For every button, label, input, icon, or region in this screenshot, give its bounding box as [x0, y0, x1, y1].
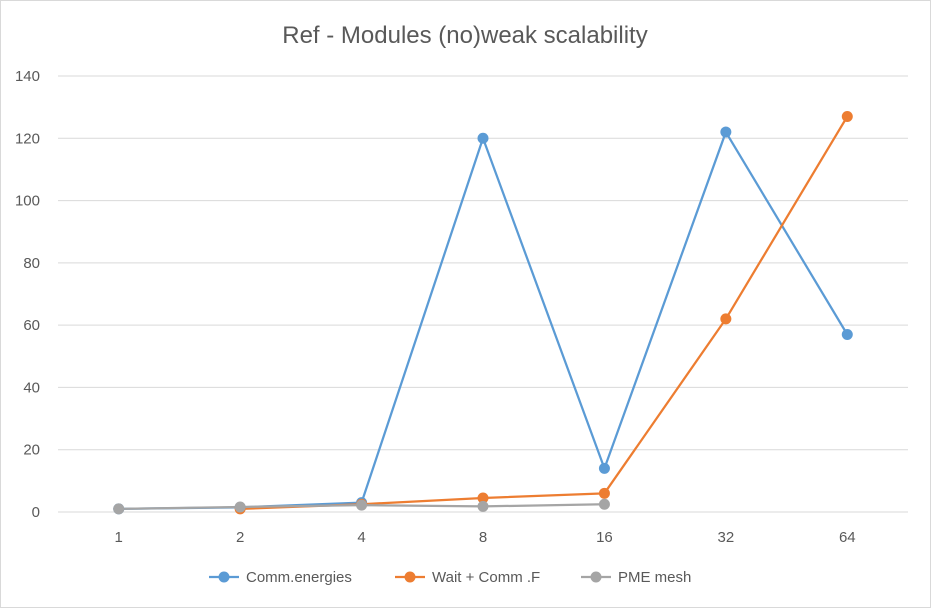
- legend-item-0: Comm.energies: [209, 569, 352, 586]
- y-tick-label: 120: [15, 130, 40, 147]
- x-tick-label: 16: [596, 529, 613, 546]
- data-point-series-0: [841, 328, 853, 340]
- legend-marker-swatch: [404, 571, 416, 583]
- y-tick-label: 40: [23, 379, 40, 396]
- legend: Comm.energies Wait + Comm .F PME mesh: [209, 569, 691, 586]
- x-tick-label: 1: [115, 529, 123, 546]
- data-point-series-0: [477, 132, 489, 144]
- legend-item-2: PME mesh: [581, 569, 691, 586]
- data-point-series-0: [720, 126, 732, 138]
- y-tick-label: 60: [23, 317, 40, 334]
- y-tick-label: 0: [32, 504, 40, 521]
- legend-item-1: Wait + Comm .F: [395, 569, 540, 586]
- legend-marker-swatch: [590, 571, 602, 583]
- data-point-series-2: [477, 500, 489, 512]
- legend-label: PME mesh: [618, 569, 691, 586]
- data-point-series-1: [841, 110, 853, 122]
- x-tick-label: 32: [718, 529, 735, 546]
- data-point-series-1: [720, 313, 732, 325]
- x-tick-label: 4: [357, 529, 365, 546]
- y-tick-label: 20: [23, 442, 40, 459]
- data-point-series-0: [598, 462, 610, 474]
- data-point-series-2: [234, 501, 246, 513]
- x-axis-tick-labels: 1 2 4 8 16 32 64: [115, 529, 856, 546]
- data-point-series-1: [477, 492, 489, 504]
- x-tick-label: 8: [479, 529, 487, 546]
- data-point-series-2: [356, 499, 368, 511]
- y-tick-label: 140: [15, 68, 40, 85]
- data-point-series-1: [598, 487, 610, 499]
- y-axis-tick-labels: 0 20 40 60 80 100 120 140: [15, 68, 40, 521]
- legend-label: Wait + Comm .F: [432, 569, 540, 586]
- gridlines: [58, 75, 908, 513]
- x-tick-label: 64: [839, 529, 856, 546]
- y-tick-label: 100: [15, 193, 40, 210]
- chart-title: Ref - Modules (no)weak scalability: [282, 22, 647, 49]
- data-point-series-2: [598, 498, 610, 510]
- data-point-series-2: [113, 503, 125, 515]
- y-tick-label: 80: [23, 255, 40, 272]
- x-tick-label: 2: [236, 529, 244, 546]
- series-points: [113, 110, 853, 515]
- legend-label: Comm.energies: [246, 569, 352, 586]
- legend-marker-swatch: [218, 571, 230, 583]
